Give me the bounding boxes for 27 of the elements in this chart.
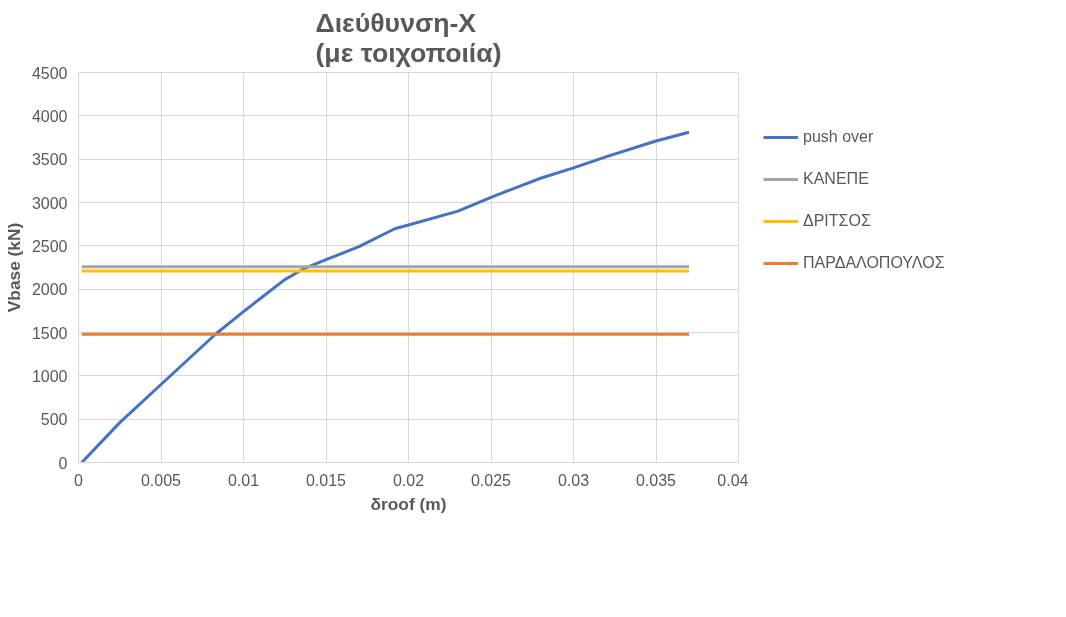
line-series [80, 130, 691, 463]
y-tick-label: 4000 [31, 107, 68, 125]
x-tick-label: 0.04 [717, 471, 749, 489]
y-tick-label: 2500 [31, 237, 68, 255]
legend-label: ΔΡΙΤΣΟΣ [803, 211, 871, 230]
x-tick-label: 0 [74, 471, 84, 489]
x-tick-label: 0.005 [140, 471, 182, 489]
x-tick-label: 0.02 [392, 471, 425, 489]
legend-label: push over [803, 127, 874, 146]
x-tick-label: 0.015 [305, 471, 347, 489]
y-tick-label: 3000 [31, 194, 68, 212]
y-tick-label: 1500 [31, 324, 68, 342]
chart-title: Διεύθυνση-Χ (με τοιχοποιία) [315, 7, 502, 68]
y-tick-label: 4500 [31, 64, 68, 82]
x-tick-label: 0.01 [227, 471, 260, 489]
y-tick-label: 1000 [31, 367, 68, 385]
x-tick-label: 0.025 [470, 471, 512, 489]
legend-label: ΚΑΝΕΠΕ [803, 169, 869, 188]
y-axis-title: Vbase (kN) [3, 222, 24, 313]
x-tick-label: 0.035 [635, 471, 677, 489]
y-tick-label: 500 [40, 411, 68, 429]
y-tick-label: 3500 [31, 151, 68, 169]
y-tick-label: 0 [58, 454, 68, 472]
legend-label: ΠΑΡΔΑΛΟΠΟΥΛΟΣ [803, 253, 945, 272]
x-axis-title: δroof (m) [370, 493, 447, 514]
x-tick-label: 0.03 [557, 471, 590, 489]
y-tick-label: 2000 [31, 281, 68, 299]
